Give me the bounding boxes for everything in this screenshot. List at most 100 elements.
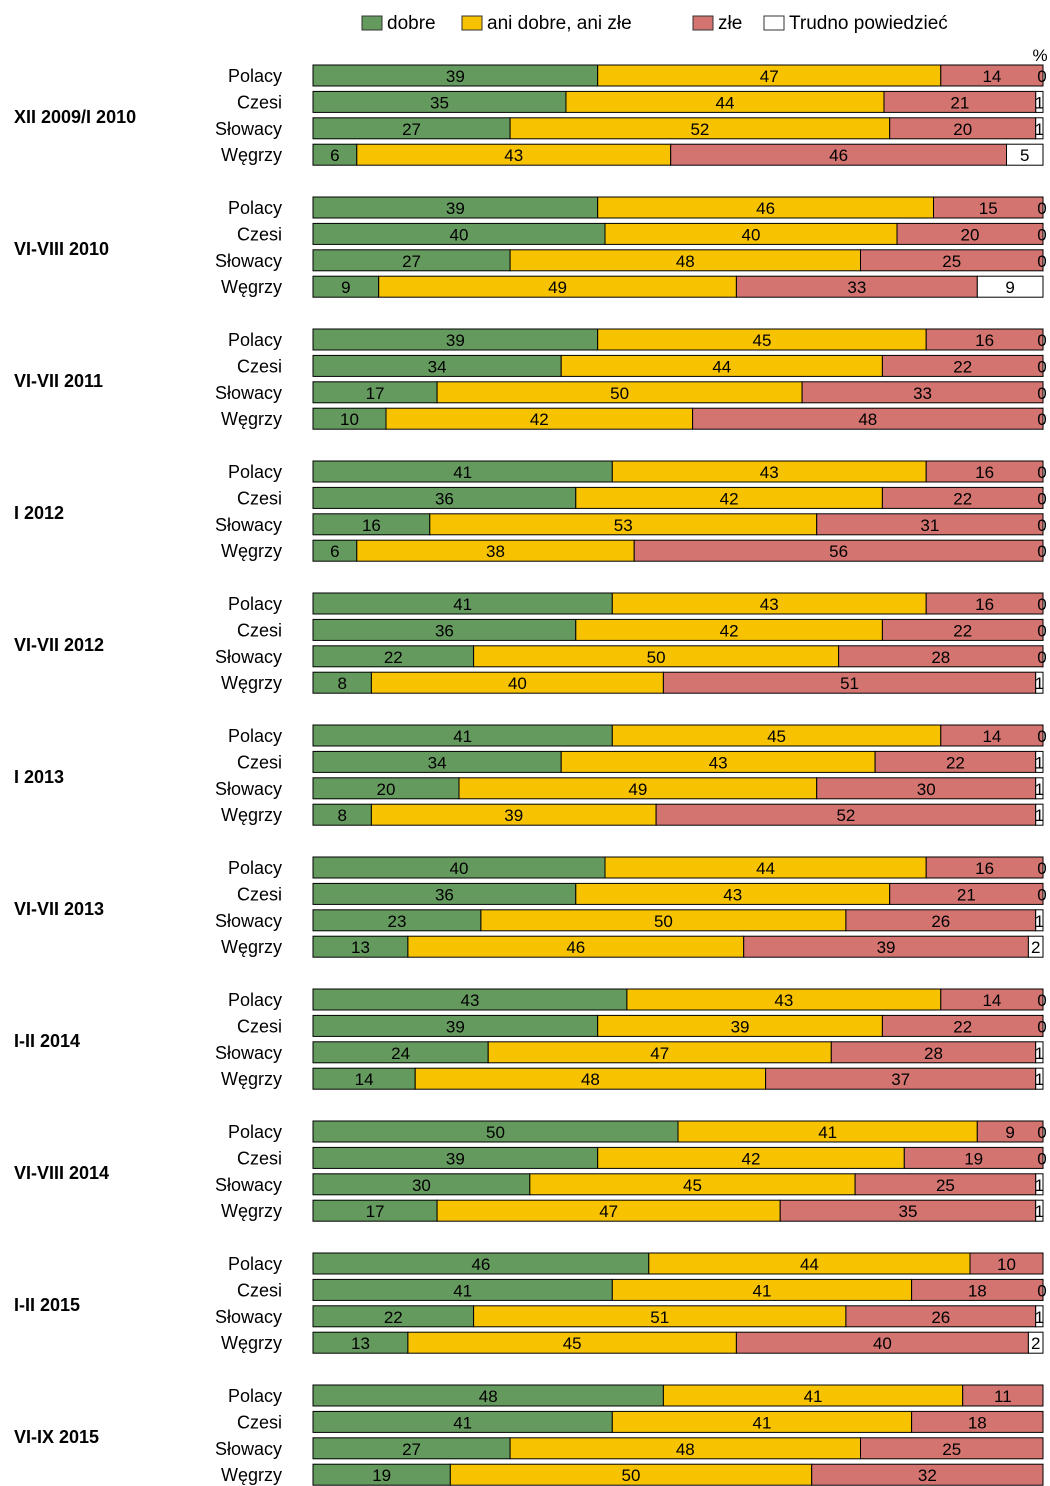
data-label: 41 xyxy=(752,1413,771,1432)
data-label: 30 xyxy=(917,780,936,799)
data-label: 47 xyxy=(650,1044,669,1063)
data-label: 39 xyxy=(446,331,465,350)
data-label: 42 xyxy=(720,489,739,508)
data-label: 33 xyxy=(913,384,932,403)
data-label: 16 xyxy=(975,859,994,878)
legend-swatch-dobre xyxy=(361,15,383,31)
data-label: 14 xyxy=(355,1070,374,1089)
data-label: 16 xyxy=(362,516,381,535)
data-label: 1 xyxy=(1035,753,1044,772)
data-label: 33 xyxy=(847,278,866,297)
legend-label-trudno: Trudno powiedzieć xyxy=(789,13,948,34)
data-label: 41 xyxy=(752,1281,771,1300)
bar-segment-trudno xyxy=(1035,671,1044,694)
data-label: 45 xyxy=(767,727,786,746)
data-label: 40 xyxy=(450,859,469,878)
bar-segment-trudno xyxy=(1006,143,1044,166)
data-label: 50 xyxy=(486,1123,505,1142)
data-label: 18 xyxy=(968,1413,987,1432)
period-group: I 2012 Polacy 41 43 16 0 Czesi 36 42 22 0 Słowacy 16… xyxy=(14,460,1047,562)
data-label: 46 xyxy=(829,146,848,165)
data-label: 0 xyxy=(1037,225,1046,244)
country-label: Węgrzy xyxy=(221,1201,282,1221)
period-label: VI-VIII 2014 xyxy=(14,1163,109,1183)
period-group: VI-VIII 2010 Polacy 39 46 15 0 Czesi 40 40 20 0 Sło… xyxy=(14,196,1047,298)
data-label: 14 xyxy=(982,727,1001,746)
data-label: 22 xyxy=(953,489,972,508)
legend-label-zle: złe xyxy=(718,13,742,34)
country-label: Słowacy xyxy=(215,251,282,271)
data-label: 16 xyxy=(975,463,994,482)
country-label: Polacy xyxy=(228,1254,282,1274)
data-label: 51 xyxy=(650,1308,669,1327)
period-label: I 2012 xyxy=(14,503,64,523)
data-label: 0 xyxy=(1037,252,1046,271)
bar-segment-trudno xyxy=(1027,1331,1044,1354)
data-label: 48 xyxy=(858,410,877,429)
data-label: 52 xyxy=(690,120,709,139)
data-label: 41 xyxy=(804,1387,823,1406)
data-label: 34 xyxy=(428,753,447,772)
data-label: 1 xyxy=(1035,1202,1044,1221)
data-label: 50 xyxy=(647,648,666,667)
data-label: 28 xyxy=(931,648,950,667)
data-label: 17 xyxy=(366,384,385,403)
data-label: 39 xyxy=(446,199,465,218)
data-label: 52 xyxy=(836,806,855,825)
country-label: Słowacy xyxy=(215,911,282,931)
bar-segment-trudno xyxy=(1035,909,1044,932)
data-label: 1 xyxy=(1035,806,1044,825)
data-label: 22 xyxy=(953,357,972,376)
data-label: 48 xyxy=(676,1440,695,1459)
country-label: Polacy xyxy=(228,1386,282,1406)
period-label: VI-IX 2015 xyxy=(14,1427,99,1447)
country-label: Czesi xyxy=(237,92,282,112)
data-label: 19 xyxy=(372,1466,391,1485)
data-label: 0 xyxy=(1037,1149,1046,1168)
data-label: 0 xyxy=(1037,648,1046,667)
country-label: Czesi xyxy=(237,1016,282,1036)
data-label: 49 xyxy=(548,278,567,297)
data-label: 25 xyxy=(942,1440,961,1459)
data-label: 0 xyxy=(1037,621,1046,640)
legend-swatch-zle xyxy=(692,15,714,31)
data-label: 39 xyxy=(504,806,523,825)
data-label: 10 xyxy=(340,410,359,429)
bar-segment-zle xyxy=(860,1437,1044,1460)
country-label: Czesi xyxy=(237,356,282,376)
period-group: I-II 2015 Polacy 46 44 10 Czesi 41 41 18 0 Słowacy… xyxy=(14,1252,1047,1354)
data-label: 25 xyxy=(942,252,961,271)
data-label: 50 xyxy=(610,384,629,403)
period-label: I-II 2014 xyxy=(14,1031,80,1051)
data-label: 23 xyxy=(387,912,406,931)
country-label: Czesi xyxy=(237,1148,282,1168)
data-label: 42 xyxy=(720,621,739,640)
country-label: Polacy xyxy=(228,594,282,614)
data-label: 13 xyxy=(351,938,370,957)
data-label: 22 xyxy=(384,648,403,667)
data-label: 44 xyxy=(716,93,735,112)
data-label: 19 xyxy=(964,1149,983,1168)
data-label: 40 xyxy=(450,225,469,244)
data-label: 21 xyxy=(950,93,969,112)
data-label: 27 xyxy=(402,252,421,271)
country-label: Słowacy xyxy=(215,515,282,535)
country-label: Węgrzy xyxy=(221,1333,282,1353)
data-label: 37 xyxy=(891,1070,910,1089)
data-label: 45 xyxy=(752,331,771,350)
data-label: 36 xyxy=(435,489,454,508)
data-label: 0 xyxy=(1037,885,1046,904)
bar-segment-trudno xyxy=(1035,750,1044,773)
data-label: 46 xyxy=(471,1255,490,1274)
data-label: 1 xyxy=(1035,1044,1044,1063)
country-label: Polacy xyxy=(228,1122,282,1142)
data-label: 9 xyxy=(1005,278,1014,297)
data-label: 35 xyxy=(898,1202,917,1221)
data-label: 16 xyxy=(975,595,994,614)
data-label: 24 xyxy=(391,1044,410,1063)
period-label: I 2013 xyxy=(14,767,64,787)
period-group: VI-VII 2011 Polacy 39 45 16 0 Czesi 34 44 22 0 Słow… xyxy=(14,328,1047,430)
data-label: 13 xyxy=(351,1334,370,1353)
data-label: 36 xyxy=(435,885,454,904)
